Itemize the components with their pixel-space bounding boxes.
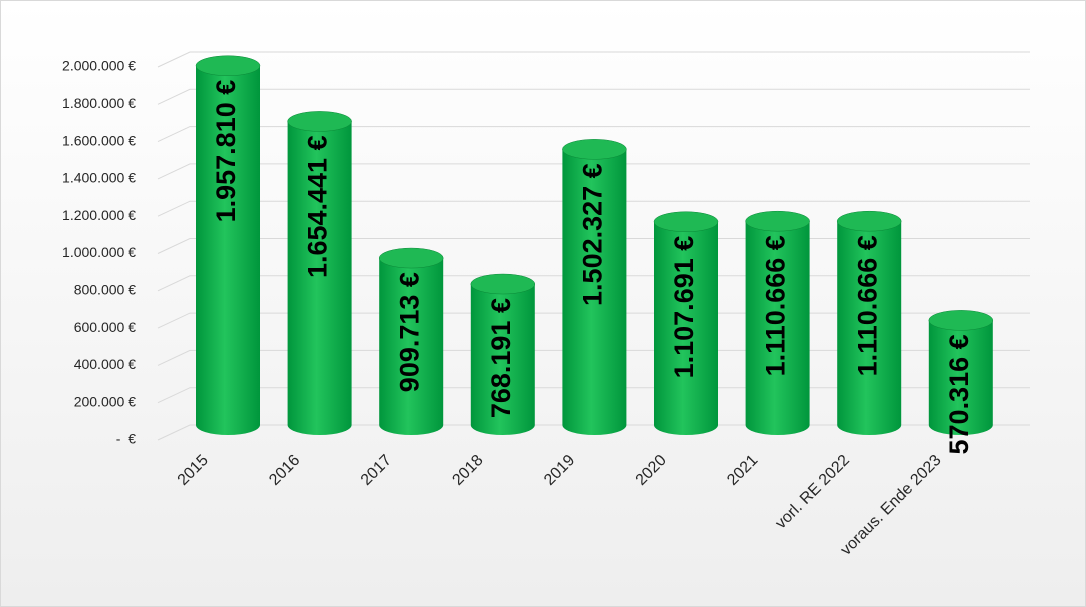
bar-top — [562, 139, 627, 160]
bar — [379, 258, 444, 435]
bar — [562, 149, 627, 435]
value-label: 1.107.691 € — [669, 236, 699, 379]
y-tick-label: 600.000 € — [74, 319, 136, 335]
bar-top — [287, 111, 352, 132]
y-tick-label: 1.200.000 € — [62, 207, 136, 223]
value-label: 1.110.666 € — [852, 235, 882, 376]
y-tick-label: 2.000.000 € — [62, 58, 136, 74]
value-label: 909.713 € — [394, 272, 424, 392]
bar — [654, 221, 718, 435]
y-tick-label: 400.000 € — [74, 356, 136, 372]
value-label: 1.654.441 € — [303, 135, 333, 278]
y-tick-label: 200.000 € — [74, 393, 136, 409]
bar-top — [836, 210, 902, 232]
bar — [837, 221, 902, 435]
bar-top — [470, 273, 536, 295]
grid-line — [157, 163, 1030, 180]
grid-line — [157, 200, 1030, 217]
bar — [745, 221, 810, 435]
y-tick-label: 1.600.000 € — [62, 132, 136, 148]
bar — [928, 320, 993, 435]
y-tick-label: 1.800.000 € — [62, 95, 136, 111]
y-tick-label: 1.400.000 € — [62, 170, 136, 186]
value-label: 1.110.666 € — [761, 235, 791, 376]
grid-line — [157, 51, 1030, 68]
bar — [470, 284, 535, 435]
bar-top — [928, 310, 994, 331]
bar-top — [653, 211, 719, 232]
y-tick-label: 1.000.000 € — [62, 244, 136, 260]
bar-top — [378, 247, 444, 269]
grid-line — [157, 126, 1030, 143]
y-tick-label: 800.000 € — [74, 282, 136, 298]
value-label: 570.316 € — [944, 334, 974, 454]
value-label: 1.957.810 € — [211, 80, 241, 223]
grid-line — [157, 88, 1030, 105]
bar — [196, 65, 260, 435]
bar-top — [745, 210, 810, 232]
y-tick-label: - € — [116, 431, 136, 447]
value-label: 1.502.327 € — [578, 163, 608, 306]
value-label: 768.191 € — [486, 298, 516, 418]
bar — [287, 121, 352, 435]
bar-top — [195, 55, 261, 76]
